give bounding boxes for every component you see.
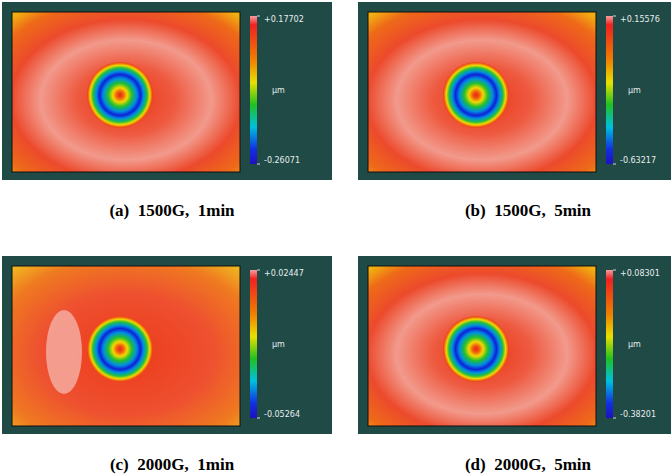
colorbar-tick — [613, 270, 616, 271]
colorbar-tick — [257, 270, 260, 271]
panel-frame — [358, 256, 671, 434]
panel: +0.15576 -0.63217 μm — [358, 2, 671, 180]
colorbar — [250, 16, 257, 164]
panel-frame — [2, 256, 332, 434]
colorbar-tick — [613, 418, 616, 419]
colorbar-tick-label: +0.02447 — [264, 269, 304, 278]
colorbar-tick — [613, 164, 616, 165]
fringe-rings — [443, 62, 509, 128]
surface-map — [368, 12, 596, 172]
panel-frame — [358, 2, 671, 180]
colorbar — [250, 270, 257, 418]
panel-caption: (b) 1500G, 5min — [465, 201, 592, 220]
figure: +0.17702 -0.26071 μm (a) 1500G, 1min +0.1557… — [0, 0, 671, 474]
panel: +0.02447 -0.05264 μm — [2, 256, 332, 434]
colorbar-tick-label: -0.63217 — [620, 156, 656, 165]
colorbar-tick-label: -0.38201 — [620, 410, 656, 419]
panel: +0.08301 -0.38201 μm — [358, 256, 671, 434]
colorbar-tick-label: +0.08301 — [620, 269, 660, 278]
fringe-rings — [87, 316, 153, 382]
panel-caption: (d) 2000G, 5min — [465, 455, 592, 474]
fringe-rings — [443, 316, 509, 382]
colorbar-tick — [257, 16, 260, 17]
colorbar-tick — [257, 164, 260, 165]
colorbar-tick-label: -0.05264 — [264, 410, 300, 419]
colorbar-tick-label: +0.15576 — [620, 15, 660, 24]
panel-caption: (c) 2000G, 1min — [110, 455, 235, 474]
panel-caption: (a) 1500G, 1min — [109, 201, 235, 220]
surface-map — [12, 266, 240, 426]
surface-map — [368, 266, 596, 426]
colorbar — [606, 16, 613, 164]
colorbar-label: μm — [628, 86, 641, 95]
colorbar-tick — [613, 16, 616, 17]
fringe-rings — [87, 62, 153, 128]
colorbar-label: μm — [272, 86, 285, 95]
colorbar-label: μm — [272, 340, 285, 349]
colorbar-tick — [257, 418, 260, 419]
panel: +0.17702 -0.26071 μm — [2, 2, 332, 180]
colorbar — [606, 270, 613, 418]
colorbar-tick-label: -0.26071 — [264, 156, 300, 165]
colorbar-label: μm — [628, 340, 641, 349]
surface-patch — [46, 310, 82, 394]
panel-frame — [2, 2, 332, 180]
colorbar-tick-label: +0.17702 — [264, 15, 304, 24]
surface-map — [12, 12, 240, 172]
